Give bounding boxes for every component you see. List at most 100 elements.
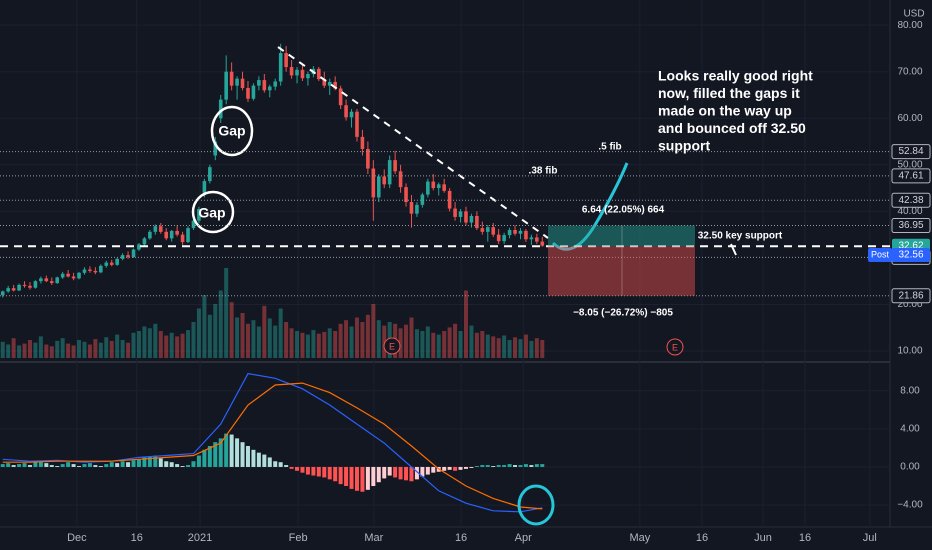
macd-histogram-bar — [529, 465, 534, 467]
volume-bar — [529, 340, 534, 358]
macd-histogram-bar — [126, 462, 131, 467]
macd-histogram-bar — [518, 465, 523, 467]
macd-histogram-bar — [229, 434, 234, 467]
y-tick-label: 50.00 — [897, 159, 922, 170]
candle-body — [158, 226, 163, 232]
macd-histogram-bar — [115, 463, 120, 467]
candle-body — [366, 148, 370, 169]
volume-bar — [491, 336, 496, 358]
volume-bar — [349, 326, 354, 358]
level-label: 47.61 — [898, 171, 923, 182]
volume-bar — [33, 342, 38, 358]
macd-histogram-bar — [338, 466, 343, 485]
candle-body — [447, 190, 452, 209]
volume-bar — [71, 345, 76, 358]
fib-label: .5 fib — [598, 142, 621, 153]
macd-histogram-bar — [278, 462, 283, 467]
candle-body — [39, 278, 43, 282]
candle-body — [475, 216, 479, 229]
candle-body — [186, 228, 190, 243]
y-tick-label: 4.00 — [900, 423, 920, 434]
macd-histogram-bar — [87, 463, 92, 467]
macd-histogram-bar — [354, 466, 359, 491]
candle-body — [442, 184, 446, 191]
volume-bar — [22, 343, 27, 358]
volume-bar — [474, 332, 479, 358]
volume-bar — [382, 325, 387, 358]
volume-bar — [153, 323, 158, 358]
candle-body — [202, 181, 207, 193]
level-label: 52.84 — [898, 146, 923, 157]
volume-bar — [316, 333, 321, 358]
candle-body — [344, 105, 348, 118]
candle-body — [262, 80, 267, 91]
volume-bar — [164, 335, 169, 358]
candle-body — [120, 255, 125, 259]
macd-histogram-bar — [474, 466, 479, 467]
candle-body — [327, 81, 332, 86]
volume-bar — [289, 328, 294, 358]
x-tick-label: Feb — [289, 532, 308, 544]
macd-histogram-bar — [295, 466, 300, 471]
macd-histogram-bar — [33, 462, 38, 467]
candle-body — [131, 249, 136, 257]
candle-body — [349, 111, 354, 118]
macd-histogram-bar — [469, 466, 474, 468]
candle-body — [49, 281, 54, 284]
macd-histogram-bar — [327, 466, 332, 480]
macd-histogram-bar — [398, 466, 403, 480]
volume-bar — [11, 338, 16, 358]
note-line: and bounced off 32.50 — [658, 120, 806, 136]
macd-histogram-bar — [409, 466, 414, 482]
macd-histogram-bar — [153, 455, 158, 467]
macd-histogram-bar — [480, 465, 485, 467]
earnings-label: E — [672, 342, 678, 352]
volume-bar — [147, 328, 152, 358]
macd-histogram-bar — [38, 461, 43, 467]
macd-histogram-bar — [333, 466, 338, 482]
volume-bar — [453, 323, 458, 358]
last-price: 32.62 — [898, 240, 923, 251]
volume-bar — [175, 336, 180, 358]
candle-body — [235, 78, 239, 86]
macd-histogram-bar — [496, 465, 501, 467]
macd-histogram-bar — [142, 457, 147, 467]
candle-body — [213, 141, 218, 156]
volume-bar — [295, 331, 300, 358]
volume-bar — [60, 338, 65, 358]
macd-histogram-bar — [404, 466, 409, 481]
x-tick-label: Mar — [364, 532, 383, 544]
y-tick-label: 8.00 — [900, 385, 920, 396]
macd-histogram-bar — [60, 464, 65, 467]
macd-histogram-bar — [284, 465, 289, 467]
volume-bar — [513, 337, 518, 358]
candle-body — [333, 81, 337, 89]
candle-body — [126, 255, 130, 257]
candle-body — [115, 258, 119, 265]
earnings-marker — [383, 337, 401, 355]
y-tick-label: 40.00 — [897, 206, 922, 217]
volume-bar — [251, 320, 256, 358]
volume-bar — [333, 331, 338, 358]
volume-bar — [213, 304, 218, 358]
macd-histogram-bar — [71, 464, 76, 467]
candle-body — [458, 211, 463, 217]
candle-body — [382, 176, 387, 185]
volume-bar — [229, 302, 234, 358]
volume-bar — [245, 323, 250, 358]
candle-body — [436, 184, 441, 189]
macd-line — [2, 382, 543, 510]
volume-bar — [485, 334, 490, 358]
x-tick-label: 16 — [696, 532, 708, 544]
volume-bar — [126, 342, 131, 358]
macd-histogram-bar — [202, 449, 207, 467]
y-tick-label: 0.00 — [900, 462, 920, 473]
candle-body — [355, 111, 359, 137]
volume-bar — [463, 290, 468, 358]
macd-histogram-bar — [273, 461, 278, 467]
volume-bar — [398, 328, 403, 358]
volume-bar — [38, 336, 43, 358]
macd-histogram-bar — [534, 464, 539, 467]
